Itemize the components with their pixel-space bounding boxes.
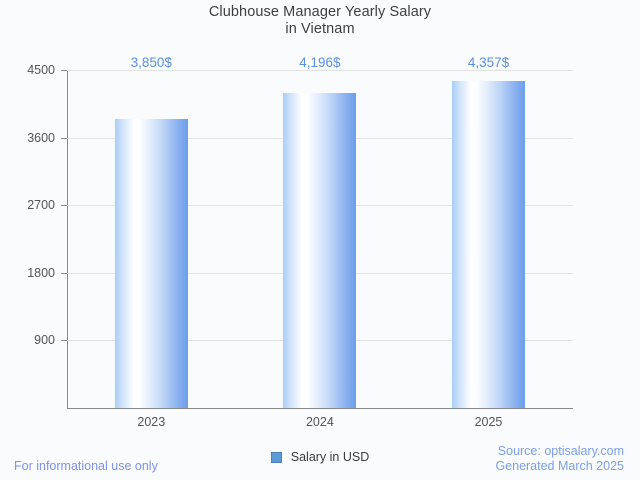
y-tick-label-3600: 3600 <box>27 131 55 145</box>
generated-date: Generated March 2025 <box>495 459 624 473</box>
data-label-2024: 4,196$ <box>299 55 341 70</box>
y-tick-mark-1800 <box>61 273 67 274</box>
chart-title: Clubhouse Manager Yearly Salary in Vietn… <box>0 4 640 38</box>
chart-legend: Salary in USD <box>0 451 640 464</box>
data-label-2025: 4,357$ <box>467 55 510 70</box>
bar-2023[interactable] <box>114 119 188 408</box>
x-tick-label-2023: 2023 <box>137 415 166 429</box>
chart-title-line-2: in Vietnam <box>285 21 355 37</box>
x-tick-label-2024: 2024 <box>305 415 334 429</box>
bar-slot-2023 <box>67 70 236 408</box>
x-tick-label-2025: 2025 <box>474 415 503 429</box>
legend-label-salary-in-usd[interactable]: Salary in USD <box>290 450 370 464</box>
bar-slot-2024 <box>236 70 405 408</box>
bar-2024[interactable] <box>283 93 357 408</box>
y-tick-mark-2700 <box>61 205 67 206</box>
y-tick-mark-4500 <box>61 70 67 71</box>
y-tick-label-1800: 1800 <box>27 266 55 280</box>
y-tick-mark-900 <box>61 340 67 341</box>
y-tick-label-4500: 4500 <box>27 63 55 77</box>
chart-title-line-1: Clubhouse Manager Yearly Salary <box>208 4 432 20</box>
bar-2025[interactable] <box>451 81 525 408</box>
gridline-4500 <box>67 70 573 71</box>
x-axis-line <box>67 408 573 409</box>
plot-area <box>67 70 573 408</box>
bar-slot-2025 <box>404 70 573 408</box>
y-axis-line <box>67 70 68 409</box>
legend-swatch-salary-in-usd[interactable] <box>270 452 282 463</box>
y-tick-mark-3600 <box>61 138 67 139</box>
source-attribution: Source: optisalary.com <box>497 444 624 458</box>
disclaimer-note: For informational use only <box>14 459 158 473</box>
y-tick-label-2700: 2700 <box>27 198 55 212</box>
y-tick-label-900: 900 <box>34 333 55 347</box>
data-label-2023: 3,850$ <box>130 55 172 70</box>
source-note: Source: optisalary.com Generated March 2… <box>495 444 624 474</box>
